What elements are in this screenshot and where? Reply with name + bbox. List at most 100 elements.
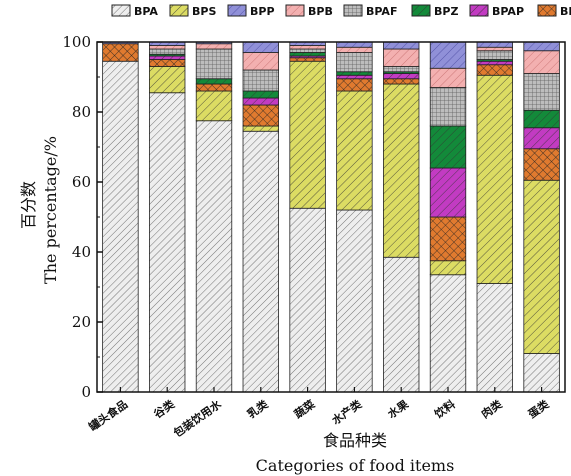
legend-swatch-bps [169,4,189,17]
x-tick-label: 乳类 [244,396,271,421]
bar-bpb-4 [289,45,326,50]
bar-bps-3 [242,125,279,132]
x-tick-label: 谷类 [151,396,178,421]
bar-bpp-3 [242,41,279,53]
y-tick-label: 0 [81,383,91,401]
legend-label-bpz: BPZ [434,5,458,18]
legend-swatch-bpa [111,4,131,17]
x-axis-title-en: Categories of food items [256,456,455,475]
legend-swatch-bpaf [343,4,363,17]
bar-bpp-5 [336,41,373,48]
x-tick-label: 肉类 [478,396,505,421]
bar-bpa-7 [429,274,467,393]
bar-bpz-4 [289,52,326,57]
y-tick-label: 60 [72,173,91,191]
bar-bpb-1 [149,45,186,50]
bar-bpa-3 [242,130,279,393]
legend-item-bpz: BPZ [411,4,458,18]
bar-bps-6 [383,83,420,258]
bar-bpb-8 [476,46,513,52]
y-tick-label: 100 [62,33,91,51]
bar-bpa-1 [149,92,186,393]
bar-bpz-9 [523,109,560,129]
bar-bpaf-7 [429,87,467,127]
bar-bpa-9 [523,353,560,393]
legend-swatch-bpp [227,4,247,17]
bar-bpb-9 [523,50,560,74]
bar-bpb-7 [429,67,467,88]
x-tick-label: 蛋类 [525,396,552,421]
bar-bpaf-3 [242,69,279,92]
bar-bps-7 [429,260,467,276]
bar-bpap-1 [149,55,186,60]
x-tick-label: 水果 [385,397,411,421]
chart-legend: BPA BPS BPP BPB BPAF BPZ BPAP BPF [111,4,571,18]
bar-bps-9 [523,179,560,354]
bar-bpf-0 [102,43,139,62]
x-tick-label: 水产类 [329,396,365,427]
bar-bps-5 [336,90,373,211]
legend-swatch-bpz [411,4,431,17]
bar-bpa-4 [289,207,326,393]
legend-label-bpaf: BPAF [366,5,397,18]
x-axis-title: 食品种类 [323,431,387,450]
legend-label-bps: BPS [192,5,216,18]
bar-bpa-0 [102,60,139,393]
legend-label-bpb: BPB [308,5,333,18]
legend-item-bpf: BPF [537,4,571,18]
bar-bps-2 [195,90,233,122]
bar-bpap-5 [336,74,373,80]
x-tick-label: 罐头食品 [85,397,130,434]
legend-item-bps: BPS [169,4,216,18]
bar-bpf-2 [195,83,233,92]
y-tick-label: 20 [72,313,91,331]
legend-item-bpa: BPA [111,4,158,18]
bar-bpb-5 [336,46,373,53]
legend-item-bpp: BPP [227,4,275,18]
legend-item-bpap: BPAP [469,4,524,18]
bar-bpb-2 [195,43,233,50]
bar-bpb-3 [242,52,279,71]
legend-label-bpf: BPF [560,5,571,18]
bar-bpp-9 [523,41,560,52]
bar-bpf-1 [149,59,186,67]
bar-bpaf-2 [195,48,233,80]
bar-bps-1 [149,66,186,94]
y-tick-label: 80 [72,103,91,121]
bar-bps-4 [289,60,326,209]
bar-bpap-7 [429,167,467,218]
y-axis-title: 百分数 [19,181,38,229]
bar-bpap-9 [523,127,560,150]
bar-bpa-6 [383,256,420,393]
axes-group: 0 20 40 60 80 100 [62,33,566,401]
bar-bpaf-1 [149,48,186,55]
x-tick-label: 饮料 [431,397,458,422]
legend-label-bpp: BPP [250,5,275,18]
legend-item-bpb: BPB [285,4,333,18]
legend-swatch-bpf [537,4,557,17]
x-tick-label: 蔬菜 [291,396,318,421]
bar-bpf-9 [523,148,560,181]
bar-bpz-2 [195,78,233,85]
bar-bpaf-9 [523,73,560,111]
bar-bpz-3 [242,90,279,99]
bar-bpf-6 [383,78,420,85]
y-axis-title-en: The percentage/% [41,136,60,284]
legend-label-bpa: BPA [134,5,158,18]
bar-bpaf-8 [476,50,513,60]
x-tick-label: 包装饮用水 [170,396,225,440]
bar-bpf-3 [242,104,279,127]
bar-bpf-5 [336,78,373,92]
bar-bpp-7 [429,41,467,69]
bar-bpb-6 [383,48,420,67]
bar-bpa-5 [336,209,373,393]
bar-bpp-8 [476,41,513,48]
bar-bpaf-4 [289,48,326,53]
bar-bpa-2 [195,120,233,393]
bar-bpap-6 [383,73,420,80]
bar-bpf-4 [289,57,326,62]
bar-bpaf-6 [383,66,420,73]
legend-label-bpap: BPAP [492,5,524,18]
bar-bpaf-5 [336,52,373,73]
